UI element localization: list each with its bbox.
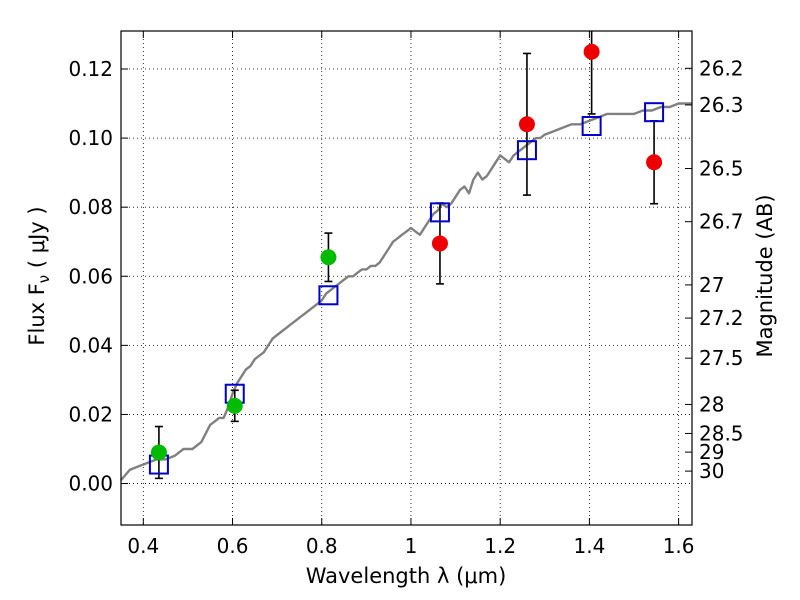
right-tick-label: 27.5 — [699, 346, 744, 370]
model-square — [429, 202, 450, 223]
right-tick-label: 27.2 — [699, 306, 744, 330]
right-tick-label: 26.2 — [699, 56, 744, 80]
axis-ticks — [121, 31, 692, 525]
y-tick-labels: 0.00 0.02 0.04 0.06 0.08 0.10 0.12 — [68, 57, 113, 496]
right-tick-label: 29 — [699, 440, 724, 464]
y-axis-label-right: Magnitude (AB) — [753, 194, 777, 357]
model-square — [516, 140, 537, 161]
right-tick-label: 26.3 — [699, 93, 744, 117]
x-tick-label: 0.6 — [217, 534, 249, 558]
x-tick-label: 1.6 — [663, 534, 695, 558]
y-tick-label: 0.00 — [68, 472, 113, 496]
red-data-point — [518, 116, 535, 133]
right-tick-label: 30 — [699, 459, 724, 483]
right-tick-label: 28 — [699, 392, 724, 416]
green-data-point — [226, 397, 243, 414]
spectrum-line — [120, 102, 692, 481]
right-tick-label: 27 — [699, 273, 724, 297]
y-axis-label-left: Flux Fν ( μJy ) — [25, 206, 53, 345]
x-tick-label: 1.4 — [573, 534, 605, 558]
model-square — [581, 116, 602, 136]
y-tick-label: 0.02 — [68, 402, 113, 426]
right-tick-label: 26.7 — [699, 210, 744, 234]
y-tick-label: 0.06 — [68, 264, 113, 288]
x-tick-label: 0.8 — [306, 534, 338, 558]
green-data-point — [320, 249, 337, 266]
plot-frame — [120, 30, 693, 526]
grid-lines — [121, 31, 692, 525]
y-tick-label: 0.04 — [68, 333, 113, 357]
green-data-point — [150, 444, 167, 461]
red-data-point — [583, 43, 600, 60]
model-spectrum — [120, 102, 692, 481]
right-tick-label: 26.5 — [699, 156, 744, 180]
x-tick-label: 1.2 — [484, 534, 516, 558]
x-axis-label: Wavelength λ (μm) — [306, 564, 507, 588]
x-tick-label: 0.4 — [127, 534, 159, 558]
x-tick-label: 1 — [405, 534, 418, 558]
red-data-point — [646, 154, 663, 171]
observed-photometry — [150, 43, 663, 461]
y-tick-label: 0.12 — [68, 57, 113, 81]
model-photometry — [148, 102, 665, 475]
y-tick-label: 0.10 — [68, 126, 113, 150]
model-square — [318, 285, 339, 306]
x-tick-labels: 0.4 0.6 0.8 1 1.2 1.4 1.6 — [127, 534, 694, 558]
model-square — [644, 102, 665, 123]
red-data-point — [431, 235, 448, 252]
y-tick-label: 0.08 — [68, 195, 113, 219]
right-tick-label: 28.5 — [699, 421, 744, 445]
